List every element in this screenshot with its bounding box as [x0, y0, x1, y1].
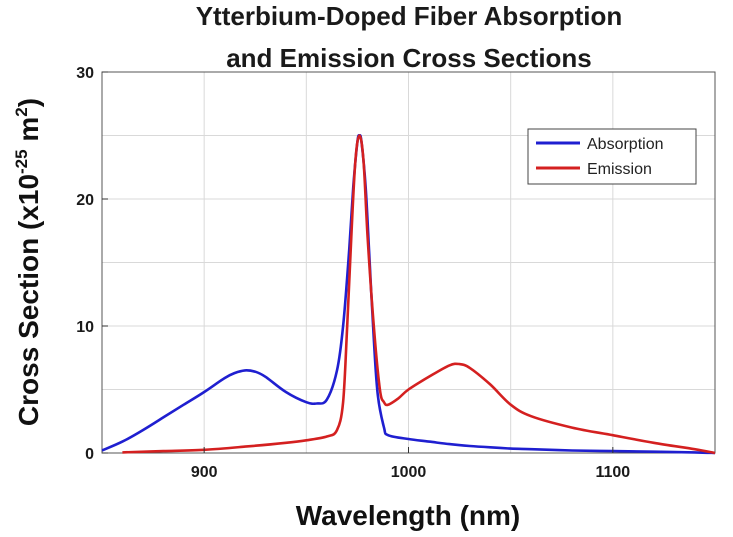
y-axis-label: Cross Section (x10-25 m2) [12, 98, 44, 426]
y-tick-label: 30 [76, 65, 94, 82]
series-line-emission [122, 134, 716, 455]
legend-label-absorption: Absorption [587, 136, 664, 153]
axis-ticks: 900 1000 1100 0 10 20 30 [76, 65, 630, 481]
y-axis-label-unit-exponent: 2 [12, 107, 31, 116]
legend-label-emission: Emission [587, 161, 652, 178]
chart-title-line-1: Ytterbium-Doped Fiber Absorption [196, 1, 623, 31]
y-axis-label-exponent: -25 [12, 149, 31, 174]
legend: Absorption Emission [527, 128, 697, 185]
x-axis-label: Wavelength (nm) [296, 500, 521, 531]
x-tick-label: 1100 [595, 464, 630, 481]
y-axis-label-close: ) [13, 98, 44, 107]
x-tick-label: 900 [191, 464, 218, 481]
y-tick-label: 0 [85, 446, 94, 463]
legend-box [527, 128, 697, 185]
y-tick-label: 10 [76, 319, 94, 336]
x-tick-label: 1000 [391, 464, 427, 481]
chart-title-line-2: and Emission Cross Sections [226, 43, 592, 73]
y-axis-label-main: Cross Section (x10 [13, 174, 44, 426]
y-axis-label-unit: m [13, 117, 44, 150]
series-lines [101, 133, 716, 455]
y-tick-label: 20 [76, 192, 94, 209]
